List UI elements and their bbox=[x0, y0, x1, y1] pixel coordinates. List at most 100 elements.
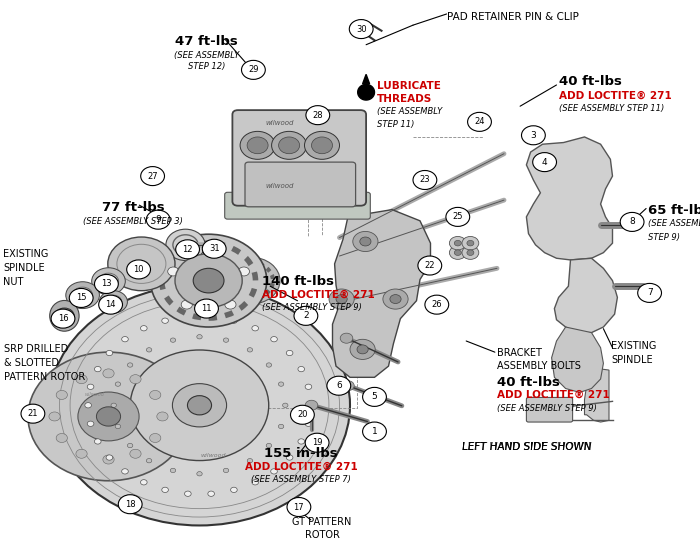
Text: 65 ft-lbs: 65 ft-lbs bbox=[648, 204, 700, 217]
Circle shape bbox=[342, 381, 354, 391]
Circle shape bbox=[221, 257, 280, 304]
Text: 4: 4 bbox=[542, 158, 547, 167]
Circle shape bbox=[266, 363, 272, 367]
Circle shape bbox=[283, 403, 288, 408]
Circle shape bbox=[99, 295, 122, 314]
Text: PATTERN ROTOR: PATTERN ROTOR bbox=[4, 372, 85, 382]
Text: 1: 1 bbox=[372, 427, 377, 436]
Text: LEFT HAND SIDE SHOWN: LEFT HAND SIDE SHOWN bbox=[462, 442, 592, 452]
Text: ASSEMBLY BOLTS: ASSEMBLY BOLTS bbox=[497, 361, 581, 371]
Circle shape bbox=[271, 469, 277, 474]
Circle shape bbox=[92, 268, 125, 295]
Circle shape bbox=[150, 433, 161, 443]
Text: ADD LOCTITE® 271: ADD LOCTITE® 271 bbox=[497, 390, 610, 400]
Text: & SLOTTED: & SLOTTED bbox=[4, 358, 59, 368]
Circle shape bbox=[127, 260, 150, 279]
Text: 19: 19 bbox=[312, 438, 322, 447]
Circle shape bbox=[223, 338, 229, 342]
Text: wilwood: wilwood bbox=[266, 183, 294, 188]
Text: ADD LOCTITE® 271: ADD LOCTITE® 271 bbox=[262, 290, 375, 300]
Circle shape bbox=[208, 314, 214, 320]
Circle shape bbox=[175, 254, 242, 307]
Text: 7: 7 bbox=[647, 288, 652, 297]
FancyBboxPatch shape bbox=[232, 110, 366, 206]
Circle shape bbox=[157, 412, 168, 421]
Text: 5: 5 bbox=[372, 392, 377, 401]
Circle shape bbox=[193, 268, 224, 293]
Circle shape bbox=[127, 363, 133, 367]
Circle shape bbox=[418, 256, 442, 275]
Circle shape bbox=[336, 295, 347, 304]
Circle shape bbox=[247, 137, 268, 154]
Text: (SEE ASSEMBLY
STEP 12): (SEE ASSEMBLY STEP 12) bbox=[174, 51, 239, 71]
FancyBboxPatch shape bbox=[245, 162, 356, 207]
Circle shape bbox=[56, 433, 67, 443]
Circle shape bbox=[49, 412, 60, 421]
Circle shape bbox=[349, 20, 373, 39]
Circle shape bbox=[141, 167, 164, 186]
Text: SPINDLE: SPINDLE bbox=[4, 263, 45, 273]
Circle shape bbox=[287, 498, 311, 517]
Circle shape bbox=[298, 439, 304, 444]
Circle shape bbox=[94, 439, 101, 444]
Circle shape bbox=[55, 308, 74, 324]
Text: 30: 30 bbox=[356, 25, 367, 34]
Circle shape bbox=[535, 153, 554, 169]
Text: (SEE ASSEMBLY: (SEE ASSEMBLY bbox=[648, 219, 700, 228]
Circle shape bbox=[353, 231, 378, 252]
Circle shape bbox=[454, 240, 461, 246]
Circle shape bbox=[116, 382, 120, 386]
Circle shape bbox=[76, 375, 88, 383]
Circle shape bbox=[130, 449, 141, 458]
Circle shape bbox=[294, 306, 318, 325]
Circle shape bbox=[230, 318, 237, 323]
Circle shape bbox=[97, 407, 120, 426]
Text: (SEE ASSEMBLY STEP 3): (SEE ASSEMBLY STEP 3) bbox=[83, 217, 183, 226]
Polygon shape bbox=[554, 258, 617, 333]
Circle shape bbox=[103, 455, 114, 464]
Circle shape bbox=[467, 240, 474, 246]
Circle shape bbox=[122, 469, 128, 474]
Circle shape bbox=[390, 295, 401, 304]
Polygon shape bbox=[584, 369, 609, 422]
Circle shape bbox=[522, 126, 545, 145]
Circle shape bbox=[69, 288, 93, 307]
Circle shape bbox=[195, 299, 218, 318]
Text: (SEE ASSEMBLY STEP 9): (SEE ASSEMBLY STEP 9) bbox=[497, 404, 597, 413]
Circle shape bbox=[103, 369, 114, 378]
Circle shape bbox=[363, 387, 386, 406]
Circle shape bbox=[238, 267, 249, 276]
Text: 25: 25 bbox=[452, 212, 463, 221]
Circle shape bbox=[305, 433, 329, 452]
Polygon shape bbox=[526, 137, 612, 260]
Circle shape bbox=[307, 402, 314, 408]
Text: 47 ft-lbs: 47 ft-lbs bbox=[175, 35, 238, 48]
Circle shape bbox=[88, 421, 94, 427]
Polygon shape bbox=[363, 74, 370, 84]
Circle shape bbox=[357, 345, 368, 354]
Text: PAD RETAINER PIN & CLIP: PAD RETAINER PIN & CLIP bbox=[447, 12, 578, 22]
Text: LEFT HAND SIDE SHOWN: LEFT HAND SIDE SHOWN bbox=[462, 442, 592, 452]
Circle shape bbox=[340, 333, 353, 343]
Circle shape bbox=[225, 300, 236, 309]
Circle shape bbox=[620, 212, 644, 231]
Circle shape bbox=[529, 132, 538, 139]
Text: 28: 28 bbox=[312, 111, 323, 120]
Circle shape bbox=[252, 325, 258, 331]
Circle shape bbox=[350, 339, 375, 359]
Circle shape bbox=[185, 314, 191, 320]
Text: 29: 29 bbox=[248, 65, 258, 74]
Text: 24: 24 bbox=[475, 117, 485, 126]
Text: 10: 10 bbox=[133, 265, 144, 274]
Polygon shape bbox=[358, 84, 374, 100]
Circle shape bbox=[523, 127, 544, 144]
Text: 12: 12 bbox=[182, 245, 193, 254]
Circle shape bbox=[197, 472, 202, 476]
Text: STEP 9): STEP 9) bbox=[648, 233, 680, 241]
Circle shape bbox=[122, 337, 128, 342]
Text: wilwood: wilwood bbox=[201, 453, 226, 458]
Circle shape bbox=[170, 338, 176, 342]
Circle shape bbox=[78, 392, 139, 441]
Circle shape bbox=[28, 352, 189, 481]
Circle shape bbox=[240, 131, 275, 159]
